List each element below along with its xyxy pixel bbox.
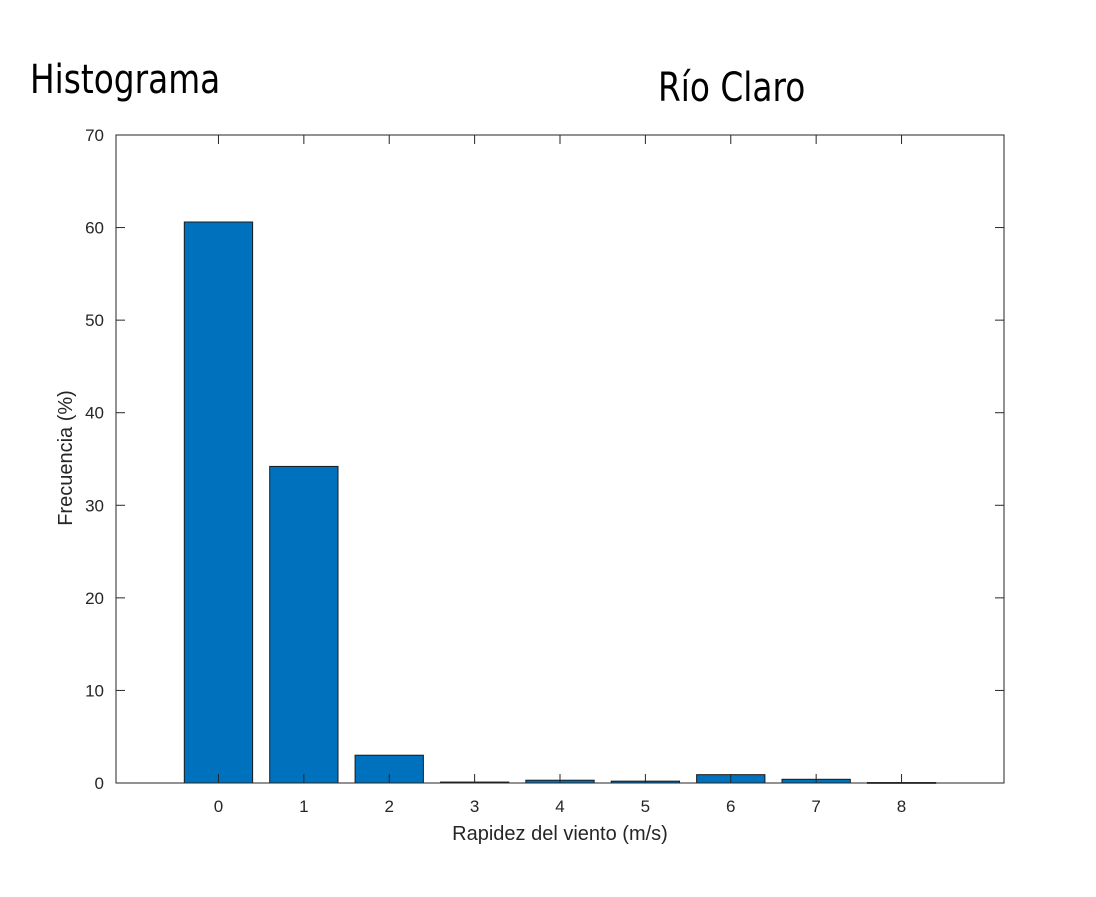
y-tick-label: 30 xyxy=(85,496,104,515)
x-tick-label: 4 xyxy=(555,797,564,816)
bars-group xyxy=(183,221,937,784)
y-tick-label: 70 xyxy=(85,126,104,145)
x-tick-label: 6 xyxy=(726,797,735,816)
x-tick-label: 1 xyxy=(299,797,308,816)
y-axis-label: Frecuencia (%) xyxy=(55,390,77,526)
y-tick-label: 50 xyxy=(85,311,104,330)
x-tick-label: 5 xyxy=(641,797,650,816)
x-axis-label: Rapidez del viento (m/s) xyxy=(452,823,668,845)
x-tick-label: 8 xyxy=(897,797,906,816)
y-tick-label: 20 xyxy=(85,589,104,608)
station-label: Río Claro xyxy=(658,65,806,111)
y-tick-label: 0 xyxy=(95,774,104,793)
x-tick-label: 3 xyxy=(470,797,479,816)
ticks-group: 0 10 20 30 40 50 60 70 0 1 2 3 4 5 6 7 8 xyxy=(85,126,1004,816)
x-tick-label: 2 xyxy=(384,797,393,816)
y-tick-label: 60 xyxy=(85,219,104,238)
bar-0 xyxy=(183,221,254,784)
x-tick-label: 7 xyxy=(811,797,820,816)
y-tick-label: 10 xyxy=(85,681,104,700)
y-tick-label: 40 xyxy=(85,404,104,423)
histogram-label: Histograma xyxy=(30,57,221,103)
bar-1 xyxy=(269,465,339,784)
x-tick-label: 0 xyxy=(214,797,223,816)
